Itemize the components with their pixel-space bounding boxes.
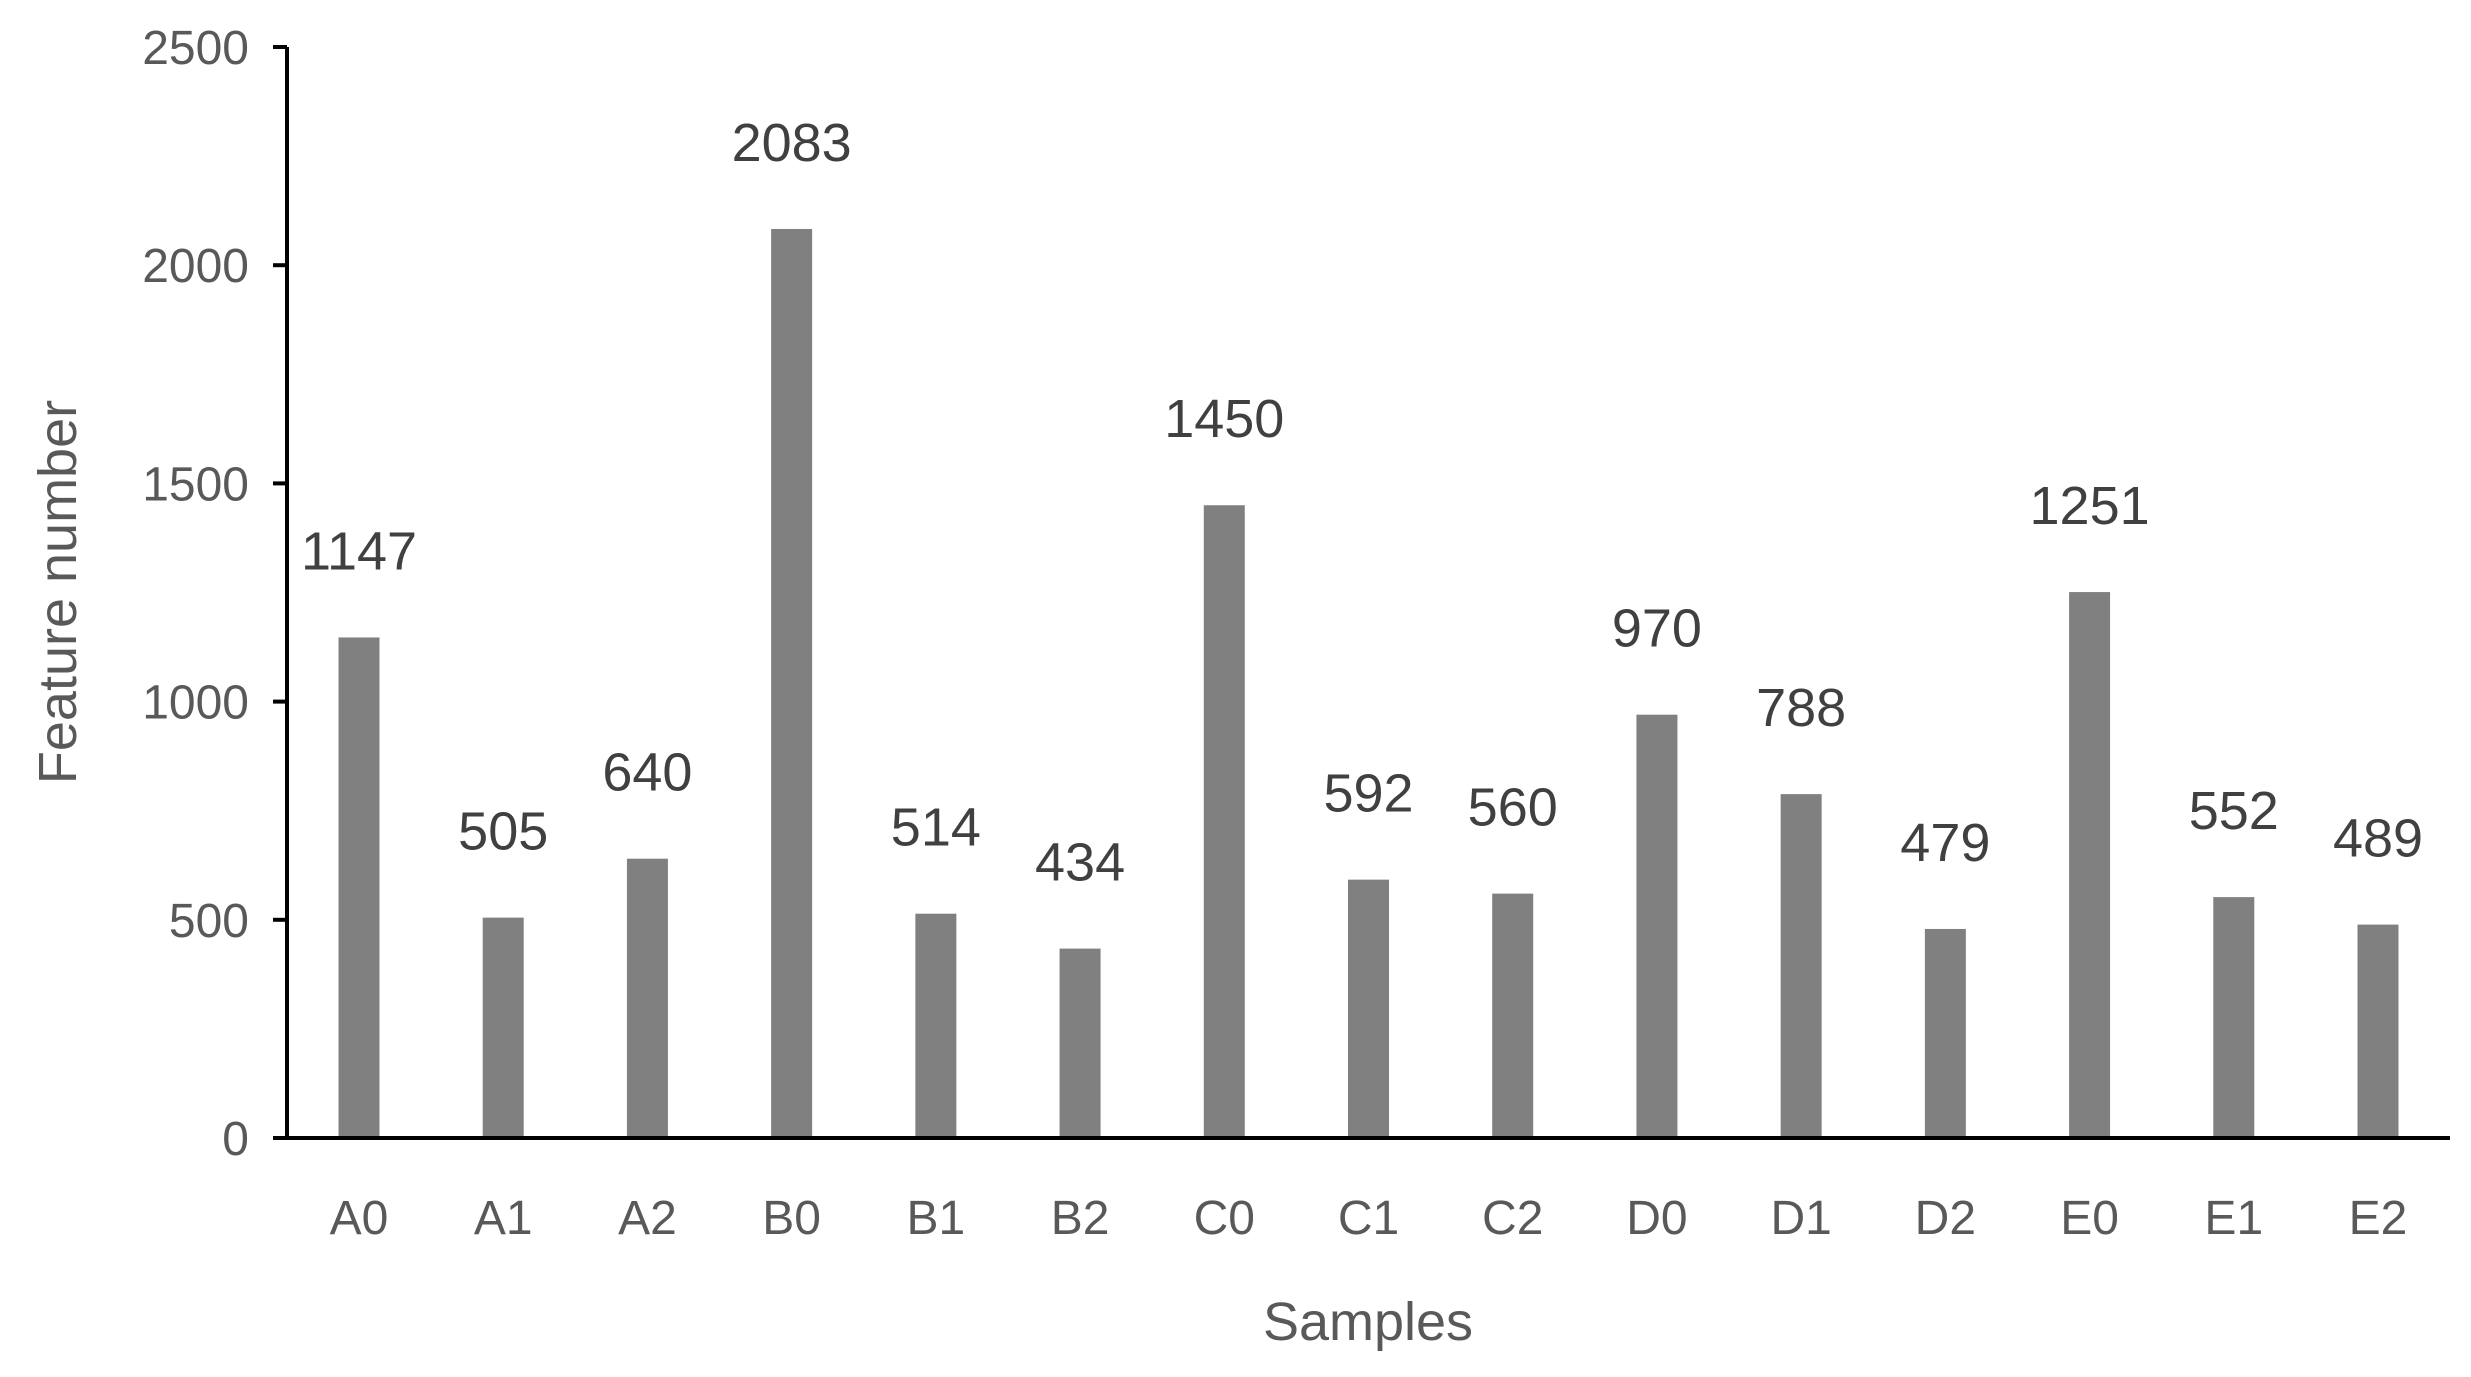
data-label-A0: 1147: [301, 521, 417, 581]
bar-C2: [1492, 893, 1534, 1138]
x-tick-label: E2: [2349, 1192, 2408, 1245]
bar-A0: [338, 637, 380, 1138]
x-ticks-group: A0 A1 A2 B0 B1 B2 C0 C1 C2 D0 D1 D2 E0 E1 E2: [330, 1192, 2408, 1245]
y-axis-title: Feature number: [28, 400, 88, 784]
x-tick-label: C2: [1482, 1192, 1543, 1245]
data-label-E2: 489: [2333, 809, 2423, 869]
bar-D1: [1780, 794, 1822, 1138]
data-label-E1: 552: [2189, 781, 2279, 841]
data-label-D1: 788: [1756, 678, 1846, 738]
x-tick-label: E0: [2060, 1192, 2119, 1245]
data-label-E0: 1251: [2030, 476, 2150, 536]
y-tick-label: 2500: [142, 22, 249, 75]
bar-C1: [1348, 879, 1389, 1138]
x-tick-label: B1: [906, 1192, 965, 1245]
x-tick-label: D1: [1770, 1192, 1831, 1245]
data-label-C1: 592: [1323, 764, 1413, 824]
data-label-C0: 1450: [1164, 389, 1284, 449]
x-tick-label: C1: [1338, 1192, 1399, 1245]
y-tick-label: 1000: [142, 677, 249, 730]
x-tick-label: B0: [762, 1192, 821, 1245]
x-tick-label: D0: [1626, 1192, 1687, 1245]
data-label-B0: 2083: [732, 113, 852, 173]
y-ticks-group: 0 500 1000 1500 2000 2500: [142, 22, 287, 1166]
data-labels-group: 1147 505 640 2083 514 434 1450 592 560 970 788 479 1…: [301, 113, 2423, 893]
bar-A2: [626, 858, 668, 1138]
bar-E0: [2069, 592, 2111, 1138]
data-label-D0: 970: [1612, 599, 1702, 659]
x-tick-label: B2: [1051, 1192, 1110, 1245]
bar-B0: [771, 228, 813, 1138]
bar-C0: [1203, 505, 1245, 1139]
x-axis-title: Samples: [1263, 1292, 1473, 1352]
y-tick-label: 0: [222, 1113, 249, 1166]
data-label-D2: 479: [1900, 813, 1990, 873]
bar-D2: [1924, 928, 1966, 1138]
data-label-B1: 514: [891, 798, 981, 858]
data-label-C2: 560: [1468, 778, 1558, 838]
x-tick-label: A2: [618, 1192, 677, 1245]
bar-E2: [2357, 924, 2399, 1138]
x-tick-label: D2: [1915, 1192, 1976, 1245]
x-tick-label: C0: [1194, 1192, 1255, 1245]
bar-D0: [1636, 714, 1678, 1138]
bar-B1: [915, 913, 957, 1138]
y-tick-label: 2000: [142, 240, 249, 293]
data-label-A2: 640: [602, 743, 692, 803]
x-tick-label: E1: [2204, 1192, 2263, 1245]
bar-A1: [482, 917, 524, 1138]
x-tick-label: A1: [474, 1192, 533, 1245]
bar-B2: [1059, 948, 1101, 1138]
data-label-A1: 505: [458, 802, 548, 862]
bar-E1: [2213, 897, 2255, 1138]
bars-group: [338, 228, 2399, 1139]
data-label-B2: 434: [1035, 833, 1125, 893]
y-tick-label: 500: [169, 895, 249, 948]
y-tick-label: 1500: [142, 458, 249, 511]
x-tick-label: A0: [330, 1192, 389, 1245]
